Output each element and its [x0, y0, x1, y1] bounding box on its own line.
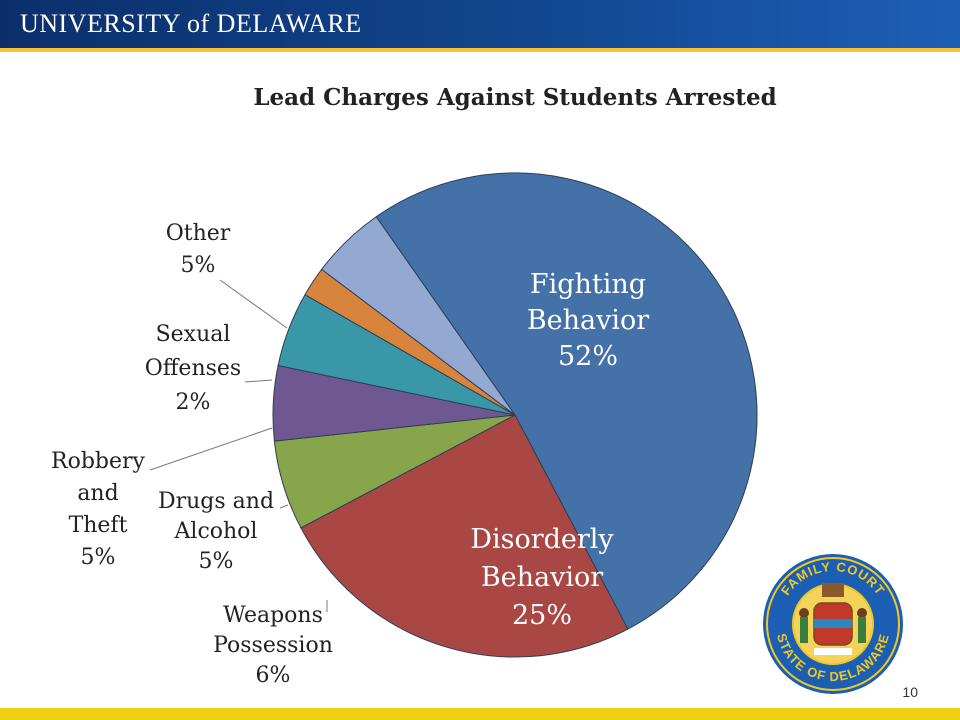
leader-line — [244, 379, 273, 383]
slice-label: Fighting Behavior 52% — [527, 269, 649, 372]
slice-percent-label: 52% — [558, 341, 618, 372]
slice-name-label: Other — [166, 221, 231, 246]
slice-name-label: and — [77, 481, 118, 506]
slice-percent-label: 5% — [181, 253, 216, 278]
family-court-seal: FAMILY COURT STATE OF DELAWARE — [763, 554, 903, 694]
slice-label: Weapons Possession 6% — [213, 603, 333, 688]
footer-bar — [0, 708, 960, 720]
slice-name-label: Behavior — [481, 562, 603, 593]
leader-line — [149, 427, 273, 471]
pie-slice-disorderly-behavior — [300, 414, 629, 658]
slice-name-label: Alcohol — [174, 519, 258, 544]
pie-slice-fighting-behavior — [375, 172, 758, 630]
leader-line — [279, 504, 289, 509]
slice-name-label: Disorderly — [470, 524, 614, 555]
slice-percent-label: 6% — [256, 663, 291, 688]
header-stripe — [0, 48, 960, 52]
slice-name-label: Behavior — [527, 305, 649, 336]
slice-label: Drugs and Alcohol 5% — [158, 489, 274, 574]
slice-name-label: Robbery — [51, 449, 146, 474]
slice-name-label: Drugs and — [158, 489, 274, 514]
leader-line — [219, 279, 288, 329]
slice-label: Disorderly Behavior 25% — [470, 524, 614, 631]
chart-title: Lead Charges Against Students Arrested — [253, 84, 777, 111]
slice-percent-label: 25% — [512, 600, 572, 631]
pie-slice-other — [321, 216, 516, 416]
page-number: 10 — [902, 684, 918, 700]
slice-label: Other 5% — [166, 221, 231, 278]
slice-label: Sexual Offenses 2% — [145, 322, 241, 415]
slice-percent-label: 5% — [81, 545, 116, 570]
slice-name-label: Fighting — [530, 269, 646, 300]
slice-label: Robbery and Theft 5% — [51, 449, 146, 570]
slice-name-label: Theft — [69, 513, 128, 538]
slice-percent-label: 5% — [199, 549, 234, 574]
slice-name-label: Possession — [213, 633, 333, 658]
slice-name-label: Sexual — [156, 322, 231, 347]
slice-name-label: Weapons — [223, 603, 323, 628]
university-logo: UNIVERSITY of DELAWARE — [20, 9, 362, 38]
header-bar: UNIVERSITY of DELAWARE — [0, 0, 960, 48]
slice-name-label: Offenses — [145, 356, 241, 381]
slice-percent-label: 2% — [176, 390, 211, 415]
